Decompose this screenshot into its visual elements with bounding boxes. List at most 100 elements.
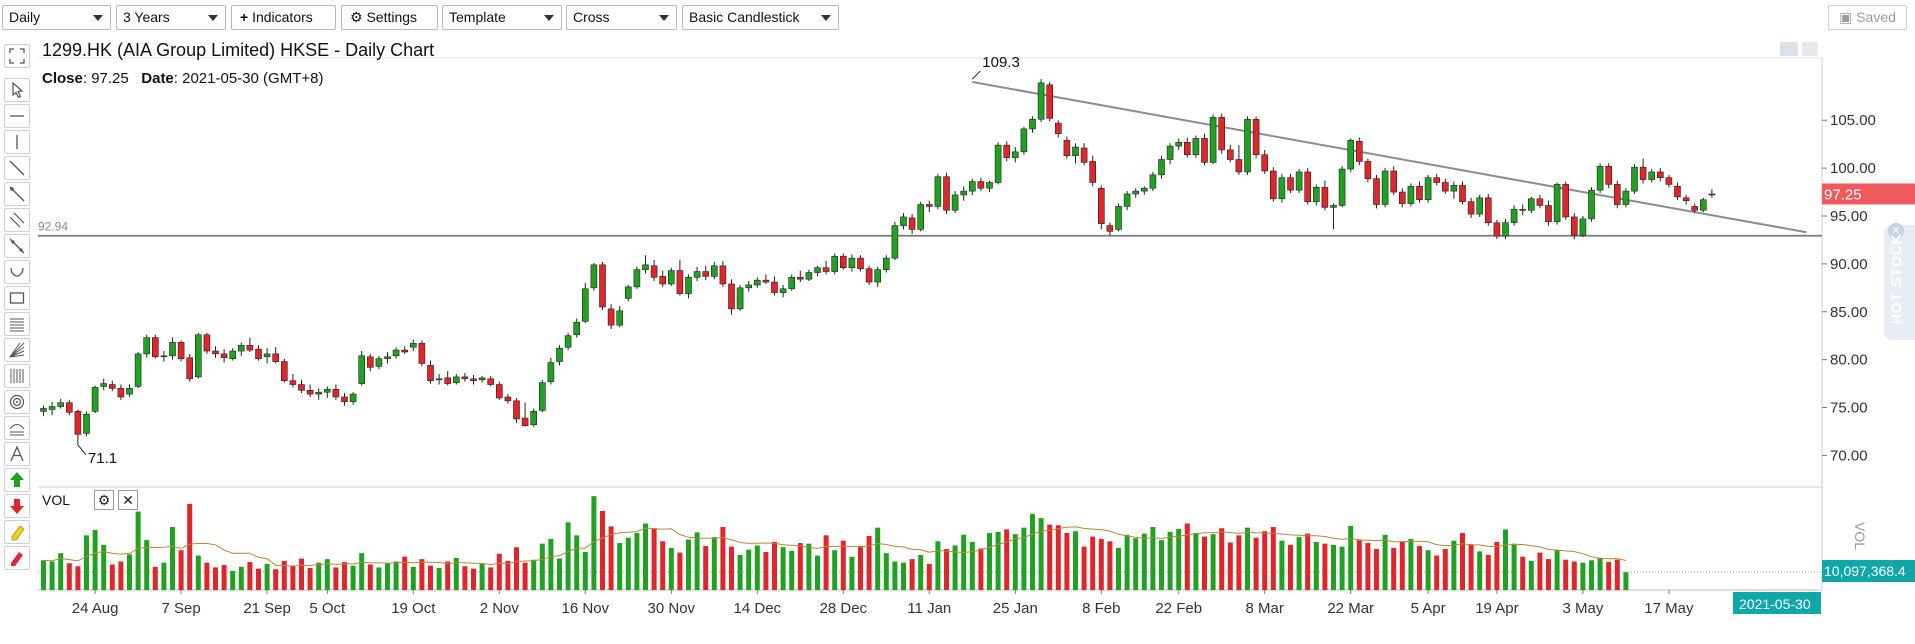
candle-body [1416, 186, 1423, 201]
tool-fib-retracement[interactable] [4, 312, 30, 336]
tool-circle[interactable] [4, 390, 30, 414]
volume-bar [436, 568, 442, 590]
tool-trend-line[interactable] [4, 156, 30, 180]
candle-body [1485, 197, 1492, 224]
tool-down-arrow[interactable] [4, 494, 30, 518]
candle-body [865, 268, 873, 283]
template-value: Template [449, 9, 506, 25]
volume-bar [1494, 541, 1500, 590]
candle-body [1304, 171, 1311, 202]
volume-bar [1408, 538, 1414, 590]
volume-bar [557, 558, 562, 590]
candle-body [771, 281, 778, 293]
tool-channel[interactable] [4, 208, 30, 232]
candle-body [624, 286, 632, 299]
candle-body [796, 276, 804, 280]
candle-body [117, 388, 125, 398]
volume-bar [1382, 534, 1388, 590]
volume-bar [1546, 559, 1551, 590]
tool-extended-line[interactable] [4, 234, 30, 258]
tool-vertical-line[interactable] [4, 130, 30, 154]
candle-body [1338, 168, 1346, 206]
candle-body [1132, 190, 1139, 195]
volume-bar [1485, 554, 1491, 590]
chart-style-dropdown[interactable]: Basic Candlestick [682, 5, 839, 30]
date-value: 2021-05-30 [182, 70, 259, 87]
volume-bar [213, 567, 218, 590]
range-value: 3 Years [123, 9, 170, 25]
down-arrow-icon [10, 499, 24, 514]
template-dropdown[interactable]: Template [442, 5, 562, 30]
date-tick-label: 25 Jan [993, 600, 1038, 617]
volume-bar [625, 537, 631, 590]
volume-bar [187, 503, 193, 590]
tool-gann[interactable] [4, 364, 30, 388]
candle-body [659, 276, 667, 285]
tool-fan[interactable] [4, 338, 30, 362]
volume-bar [1477, 551, 1483, 590]
volume-close-button[interactable]: ✕ [118, 490, 138, 510]
tool-ray[interactable] [4, 182, 30, 206]
candle-body [882, 257, 890, 270]
indicators-button[interactable]: + Indicators [231, 5, 336, 30]
volume-bar [858, 546, 863, 590]
candle-body [667, 270, 675, 285]
volume-bar [1021, 527, 1027, 590]
tool-arc[interactable] [4, 260, 30, 284]
up-arrow-icon [10, 472, 24, 487]
candle-body [143, 337, 150, 355]
interval-dropdown[interactable]: Daily [2, 5, 111, 30]
tool-pitchfork[interactable] [4, 416, 30, 440]
tool-rectangle[interactable] [4, 286, 30, 310]
candle-body [590, 264, 598, 289]
tool-fullscreen[interactable] [4, 44, 30, 68]
volume-bar [840, 540, 846, 590]
tool-highlighter[interactable] [4, 520, 30, 544]
volume-bar [1339, 546, 1345, 590]
volume-bar [264, 563, 270, 590]
candle-body [1700, 199, 1707, 211]
settings-button[interactable]: ⚙ Settings [341, 5, 438, 30]
hot-stock-tab[interactable]: ✕ HOT STOCK [1884, 223, 1915, 340]
drawing-toolbar [4, 44, 32, 572]
volume-bar [1571, 561, 1577, 590]
chart-style-value: Basic Candlestick [689, 9, 800, 25]
volume-bar [118, 561, 124, 590]
candle-body [891, 225, 899, 259]
camera-icon[interactable] [1780, 42, 1818, 56]
candle-body [203, 334, 211, 352]
candle-body [1614, 184, 1621, 205]
volume-bar [144, 540, 150, 590]
candle-body [1192, 138, 1200, 156]
volume-bar [600, 511, 605, 590]
candle-body [1209, 117, 1217, 163]
tool-cursor[interactable] [4, 78, 30, 102]
tool-eraser[interactable] [4, 546, 30, 570]
range-dropdown[interactable]: 3 Years [116, 5, 226, 30]
volume-settings-button[interactable]: ⚙ [94, 490, 114, 510]
volume-bar [1107, 541, 1113, 590]
tool-text[interactable] [4, 442, 30, 466]
volume-bar [195, 555, 201, 590]
volume-bar [1279, 540, 1285, 590]
volume-bar [376, 567, 382, 590]
candle-body [1691, 206, 1698, 211]
crosshair-dropdown[interactable]: Cross [566, 5, 677, 30]
volume-bar [1391, 547, 1397, 590]
candle-body [1588, 189, 1595, 220]
volume-bar [462, 566, 468, 590]
tool-up-arrow[interactable] [4, 468, 30, 492]
volume-bar [273, 569, 279, 590]
saved-button[interactable]: ▣ Saved [1828, 5, 1907, 30]
volume-bar [367, 564, 373, 590]
candle-body [710, 265, 718, 277]
candle-body [126, 388, 133, 395]
close-icon[interactable]: ✕ [1888, 223, 1904, 239]
candle-body [943, 176, 950, 211]
tool-horizontal-line[interactable] [4, 104, 30, 128]
volume-bar [402, 556, 408, 590]
fan-icon [9, 342, 25, 358]
candle-body [547, 362, 555, 382]
volume-bar [574, 535, 580, 590]
